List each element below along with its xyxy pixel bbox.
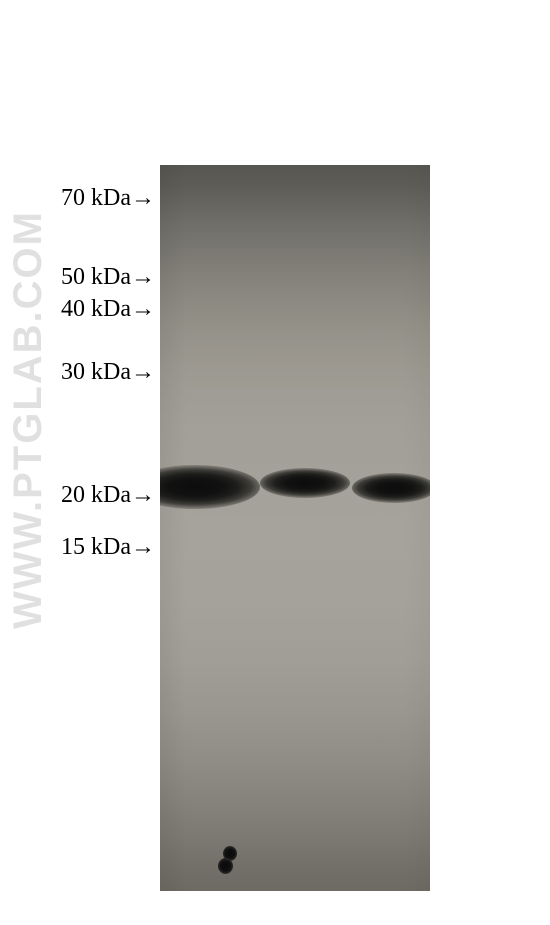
blot-background [160,165,430,891]
figure-container: Pig cerebellum Rat cerebellum Mouse cere… [0,0,550,925]
band-lane2 [260,468,350,498]
band-lane3 [352,473,430,503]
marker-50kda: 50 kDa→ [0,264,155,291]
blot-membrane [160,165,430,891]
marker-15kda: 15 kDa→ [0,534,155,561]
marker-labels-group: 70 kDa→ 50 kDa→ 40 kDa→ 30 kDa→ 20 kDa→ … [0,0,160,925]
marker-20kda: 20 kDa→ [0,482,155,509]
artifact-spot-2 [218,858,233,874]
marker-70kda: 70 kDa→ [0,185,155,212]
marker-30kda: 30 kDa→ [0,359,155,386]
marker-40kda: 40 kDa→ [0,296,155,323]
